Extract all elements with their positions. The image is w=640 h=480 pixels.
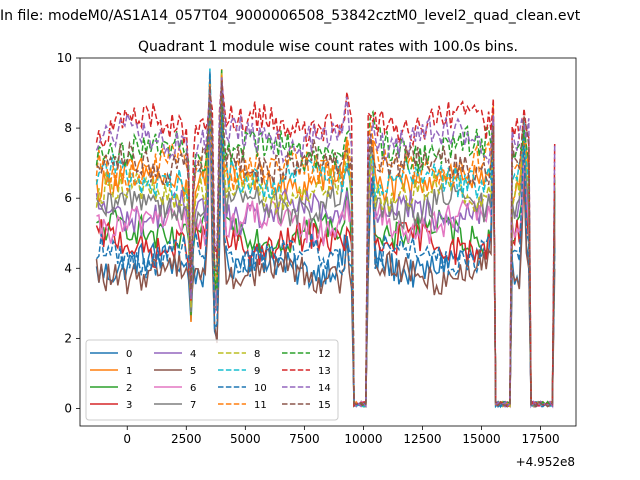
- x-tick-label: 2500: [171, 432, 202, 446]
- y-tick-label: 6: [64, 191, 72, 205]
- x-tick-label: 15000: [462, 432, 500, 446]
- y-tick-label: 10: [57, 51, 72, 65]
- legend-label-10: 10: [254, 383, 267, 394]
- series-line-11: [95, 74, 556, 407]
- legend-label-6: 6: [190, 383, 196, 394]
- x-offset-label: +4.952e8: [516, 455, 575, 469]
- series-layer: [95, 68, 556, 409]
- legend-label-1: 1: [126, 366, 132, 377]
- series-line-13: [95, 79, 556, 408]
- series-line-15: [96, 81, 556, 408]
- y-tick-label: 4: [64, 261, 72, 275]
- series-line-14: [95, 77, 556, 409]
- legend-label-11: 11: [254, 400, 267, 411]
- legend-label-9: 9: [254, 366, 260, 377]
- x-tick-label: 17500: [521, 432, 559, 446]
- x-tick-label: 12500: [403, 432, 441, 446]
- y-tick-label: 2: [64, 331, 72, 345]
- legend-label-15: 15: [318, 400, 331, 411]
- y-tick-label: 8: [64, 121, 72, 135]
- legend-label-4: 4: [190, 349, 196, 360]
- legend-label-8: 8: [254, 349, 260, 360]
- legend-label-7: 7: [190, 400, 196, 411]
- figure-suptitle: In file: modeM0/AS1A14_057T04_9000006508…: [0, 8, 581, 24]
- axes-border: [79, 57, 577, 427]
- legend-label-2: 2: [126, 383, 132, 394]
- series-line-8: [95, 73, 556, 408]
- y-tick-label: 0: [64, 401, 72, 415]
- legend-label-3: 3: [126, 400, 132, 411]
- legend-label-14: 14: [318, 383, 331, 394]
- series-line-10: [95, 71, 556, 409]
- series-line-6: [96, 76, 556, 409]
- x-tick-label: 7500: [289, 432, 320, 446]
- legend-label-5: 5: [190, 366, 196, 377]
- series-line-2: [96, 69, 556, 408]
- legend-label-0: 0: [126, 349, 132, 360]
- legend-label-13: 13: [318, 366, 331, 377]
- x-tick-label: 0: [123, 432, 131, 446]
- legend-label-12: 12: [318, 349, 331, 360]
- x-tick-label: 10000: [344, 432, 382, 446]
- legend-box: [85, 339, 339, 421]
- chart-title: Quadrant 1 module wise count rates with …: [138, 39, 518, 55]
- x-tick-label: 5000: [230, 432, 261, 446]
- series-line-5: [95, 96, 556, 408]
